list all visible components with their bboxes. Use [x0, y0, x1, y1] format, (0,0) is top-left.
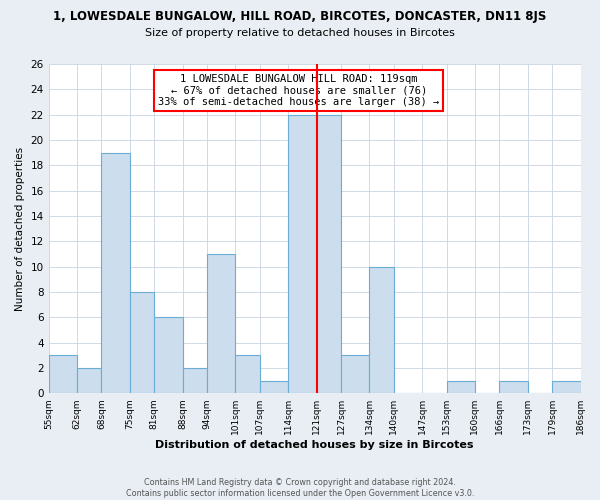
Y-axis label: Number of detached properties: Number of detached properties [15, 146, 25, 310]
Bar [101, 152, 130, 393]
Text: Size of property relative to detached houses in Bircotes: Size of property relative to detached ho… [145, 28, 455, 38]
Bar [260, 380, 288, 393]
Bar [154, 317, 182, 393]
Text: Contains HM Land Registry data © Crown copyright and database right 2024.
Contai: Contains HM Land Registry data © Crown c… [126, 478, 474, 498]
Bar [130, 292, 154, 393]
Bar [317, 114, 341, 393]
Bar [370, 266, 394, 393]
X-axis label: Distribution of detached houses by size in Bircotes: Distribution of detached houses by size … [155, 440, 474, 450]
Bar [207, 254, 235, 393]
Bar [446, 380, 475, 393]
Bar [288, 114, 317, 393]
Bar [499, 380, 528, 393]
Text: 1, LOWESDALE BUNGALOW, HILL ROAD, BIRCOTES, DONCASTER, DN11 8JS: 1, LOWESDALE BUNGALOW, HILL ROAD, BIRCOT… [53, 10, 547, 23]
Bar [235, 355, 260, 393]
Bar [49, 355, 77, 393]
Bar [182, 368, 207, 393]
Bar [552, 380, 581, 393]
Text: 1 LOWESDALE BUNGALOW HILL ROAD: 119sqm
← 67% of detached houses are smaller (76): 1 LOWESDALE BUNGALOW HILL ROAD: 119sqm ←… [158, 74, 439, 107]
Bar [77, 368, 101, 393]
Bar [341, 355, 370, 393]
